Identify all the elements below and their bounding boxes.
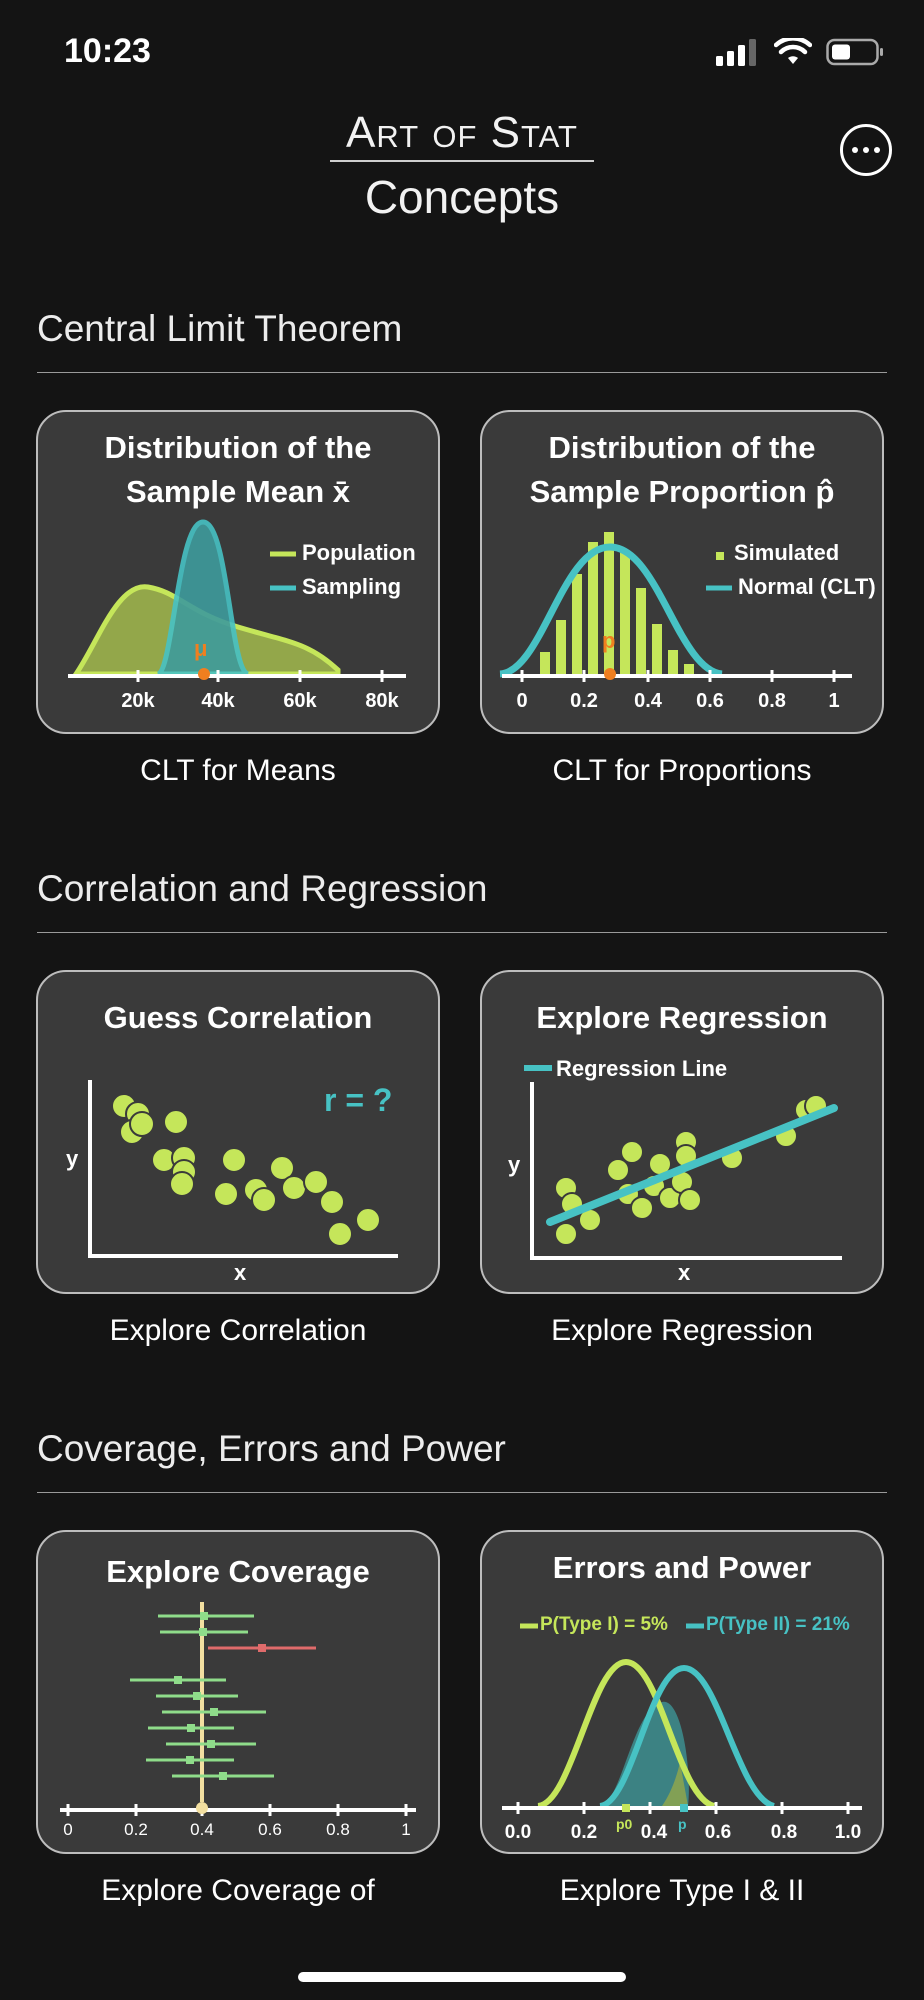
card-caption[interactable]: Explore Correlation [109, 1314, 367, 1347]
bottom-bar [0, 1920, 924, 2000]
p-label: p [602, 628, 616, 653]
legend-sampling: Sampling [302, 574, 402, 599]
tick-label: 0.2 [124, 1820, 148, 1839]
legend-regression-line: Regression Line [556, 1056, 728, 1081]
card-title: Guess Correlation [103, 1000, 373, 1035]
card-title: Explore Regression [536, 1000, 828, 1035]
coverage-chart [60, 1602, 416, 1816]
tick-label: 0.6 [258, 1820, 282, 1839]
tick-label: 1 [828, 690, 840, 712]
card-caption[interactable]: Explore Type I & II [559, 1874, 805, 1907]
app-brand: Art of Stat [346, 108, 578, 157]
card-explore-regression[interactable]: Explore Regression Regression Line y x [480, 970, 884, 1294]
tick-label: 80k [365, 690, 399, 712]
tick-label: 0.0 [504, 1822, 532, 1843]
x-axis-label: x [678, 1260, 691, 1285]
section-divider [37, 372, 887, 373]
section-divider [37, 1492, 887, 1493]
tick-label: 0.6 [696, 690, 724, 712]
legend-normal: Normal (CLT) [738, 574, 876, 599]
section-title-correlation: Correlation and Regression [37, 868, 488, 909]
card-title: Distribution of the [104, 430, 372, 465]
clt-proportions-chart [499, 532, 852, 682]
p0-label: p0 [616, 1816, 633, 1832]
status-bar: 10:23 [0, 0, 924, 110]
tick-label: 0.2 [570, 1822, 598, 1843]
card-caption[interactable]: CLT for Proportions [552, 754, 812, 787]
card-caption[interactable]: Explore Regression [551, 1314, 813, 1347]
tick-label: 0 [63, 1820, 73, 1839]
header-divider [330, 160, 594, 162]
tick-label: 0.4 [634, 690, 662, 712]
tick-label: 0.4 [190, 1820, 214, 1839]
card-title: Sample Mean x̄ [126, 474, 350, 509]
more-options-button[interactable] [840, 124, 892, 176]
card-guess-correlation[interactable]: Guess Correlation r = ? y x [36, 970, 440, 1294]
legend-type-two: P(Type II) = 21% [706, 1614, 850, 1635]
tick-label: 0.4 [640, 1822, 668, 1843]
clt-means-chart [68, 519, 406, 682]
tick-label: 60k [283, 690, 317, 712]
mean-marker [198, 668, 210, 680]
home-indicator[interactable] [298, 1972, 626, 1982]
card-clt-means[interactable]: Distribution of the Sample Mean x̄ μ Pop… [36, 410, 440, 734]
tick-label: 0.6 [704, 1822, 732, 1843]
mu-label: μ [194, 636, 208, 661]
p-label: p [678, 1816, 687, 1832]
section-divider [37, 932, 887, 933]
battery-icon [826, 38, 883, 66]
tick-label: 40k [201, 690, 235, 712]
card-title: Distribution of the [548, 430, 816, 465]
tick-label: 0 [516, 690, 528, 712]
card-title: Errors and Power [552, 1550, 812, 1585]
correlation-scatter [88, 1080, 398, 1258]
regression-scatter [524, 1065, 842, 1260]
card-title: Sample Proportion p̂ [529, 474, 835, 509]
tick-label: 1.0 [834, 1822, 862, 1843]
proportion-marker [604, 668, 616, 680]
section-title-coverage: Coverage, Errors and Power [37, 1428, 506, 1469]
tick-label: 0.8 [326, 1820, 350, 1839]
tick-label: 0.2 [570, 690, 598, 712]
tick-label: 0.8 [758, 690, 786, 712]
wifi-icon [774, 38, 812, 64]
legend-simulated: Simulated [734, 540, 840, 565]
tick-label: 1 [401, 1820, 411, 1839]
errors-power-chart [502, 1623, 862, 1814]
tick-label: 0.8 [770, 1822, 798, 1843]
card-title: Explore Coverage [106, 1554, 370, 1589]
card-clt-proportions[interactable]: Distribution of the Sample Proportion p̂… [480, 410, 884, 734]
card-caption[interactable]: CLT for Means [140, 754, 336, 787]
card-explore-coverage[interactable]: Explore Coverage 0 [36, 1530, 440, 1854]
tick-label: 20k [121, 690, 155, 712]
page-title: Concepts [364, 171, 560, 223]
section-title-clt: Central Limit Theorem [37, 308, 403, 349]
cellular-signal-icon [716, 39, 756, 66]
card-errors-power[interactable]: Errors and Power P(Type I) = 5% P(Type I… [480, 1530, 884, 1854]
legend-population: Population [302, 540, 416, 565]
legend-type-one: P(Type I) = 5% [540, 1614, 668, 1635]
status-time: 10:23 [64, 32, 151, 70]
x-axis-label: x [234, 1260, 247, 1285]
y-axis-label: y [508, 1152, 521, 1177]
card-caption[interactable]: Explore Coverage of [101, 1874, 375, 1907]
r-question-label: r = ? [324, 1082, 393, 1118]
y-axis-label: y [66, 1146, 79, 1171]
